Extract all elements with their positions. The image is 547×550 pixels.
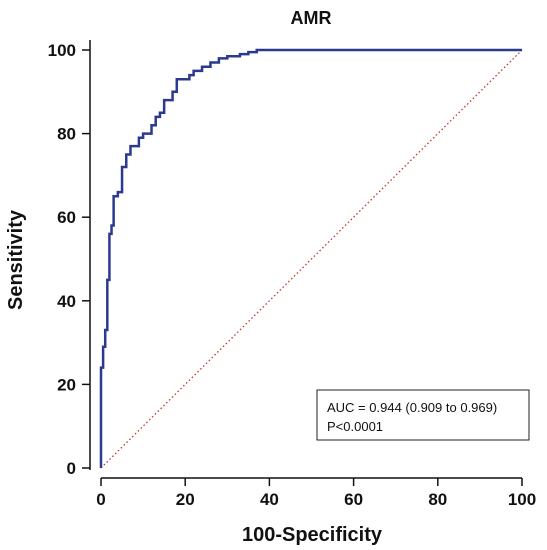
roc-curve-line	[99, 48, 522, 468]
auc-annotation-box: AUC = 0.944 (0.909 to 0.969) P<0.0001	[316, 389, 530, 441]
y-tick-label: 60	[57, 208, 76, 227]
x-tick-label: 100	[508, 490, 536, 509]
y-tick-label: 0	[67, 459, 76, 478]
y-tick-label: 100	[48, 41, 76, 60]
chart-title: AMR	[291, 8, 332, 28]
auc-box-frame	[316, 389, 530, 441]
x-tick-label: 40	[260, 490, 279, 509]
y-axis-label: Sensitivity	[5, 209, 27, 310]
reference-diagonal-line	[100, 49, 523, 469]
y-tick-label: 20	[57, 375, 76, 394]
x-tick-label: 20	[176, 490, 195, 509]
y-tick-label: 40	[57, 292, 76, 311]
x-tick-label: 60	[344, 490, 363, 509]
x-axis-label: 100-Specificity	[242, 524, 383, 546]
p-value-text: P<0.0001	[327, 419, 383, 434]
y-tick-label: 80	[57, 125, 76, 144]
x-tick-label: 80	[428, 490, 447, 509]
y-tick-group: 0 20 40 60 80 100	[48, 41, 90, 478]
auc-value-text: AUC = 0.944 (0.909 to 0.969)	[327, 400, 497, 415]
x-tick-group: 0 20 40 60 80 100	[96, 478, 536, 509]
x-tick-label: 0	[96, 490, 105, 509]
axes	[89, 40, 522, 479]
